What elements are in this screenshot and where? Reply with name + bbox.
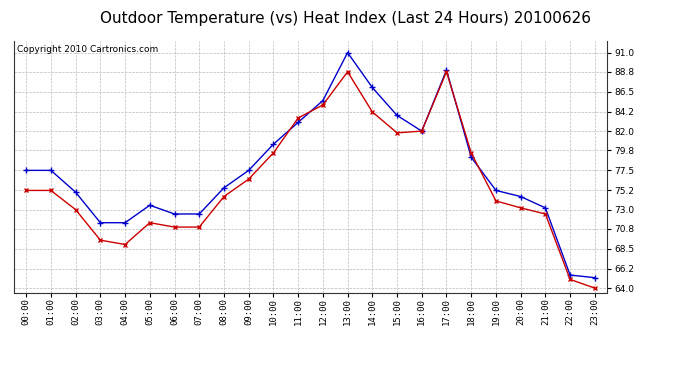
Text: Copyright 2010 Cartronics.com: Copyright 2010 Cartronics.com [17, 45, 158, 54]
Text: Outdoor Temperature (vs) Heat Index (Last 24 Hours) 20100626: Outdoor Temperature (vs) Heat Index (Las… [99, 11, 591, 26]
